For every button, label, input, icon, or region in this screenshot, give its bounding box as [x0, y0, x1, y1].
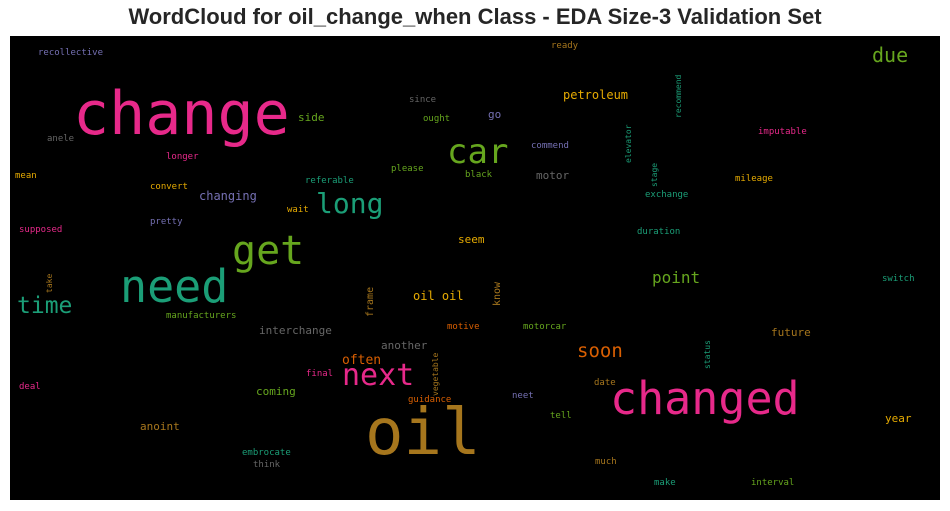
word-status: status: [703, 340, 712, 369]
word-tell: tell: [550, 411, 572, 421]
word-much: much: [595, 457, 617, 467]
word-oil-oil: oil oil: [413, 289, 464, 303]
word-often: often: [342, 353, 382, 368]
word-petroleum: petroleum: [563, 88, 629, 102]
word-ready: ready: [551, 41, 579, 51]
word-motorcar: motorcar: [523, 322, 567, 332]
word-date: date: [594, 378, 616, 388]
word-supposed: supposed: [19, 225, 63, 235]
word-get: get: [232, 228, 305, 274]
word-motor: motor: [536, 169, 570, 182]
word-year: year: [885, 412, 912, 425]
word-please: please: [391, 164, 424, 174]
word-oil: oil: [365, 396, 481, 470]
word-neet: neet: [512, 391, 534, 401]
word-manufacturers: manufacturers: [166, 311, 237, 321]
word-interval: interval: [751, 478, 795, 488]
word-mean: mean: [15, 171, 37, 181]
word-deal: deal: [19, 382, 41, 392]
word-ought: ought: [423, 114, 451, 124]
word-pretty: pretty: [150, 217, 183, 227]
word-duration: duration: [637, 227, 681, 237]
word-recommend: recommend: [674, 74, 683, 118]
word-change: change: [73, 79, 290, 149]
word-convert: convert: [150, 182, 188, 192]
word-exchange: exchange: [645, 190, 689, 200]
word-know: know: [492, 281, 503, 306]
word-need: need: [120, 260, 229, 313]
word-wait: wait: [287, 205, 309, 215]
word-think: think: [253, 460, 281, 470]
word-car: car: [447, 132, 509, 172]
word-anele: anele: [47, 134, 75, 144]
word-since: since: [409, 95, 437, 105]
word-take: take: [45, 273, 54, 293]
word-coming: coming: [256, 385, 296, 398]
word-another: another: [381, 339, 428, 352]
word-due: due: [872, 43, 909, 67]
word-interchange: interchange: [259, 324, 332, 337]
word-switch: switch: [882, 274, 915, 284]
word-changing: changing: [199, 189, 257, 203]
word-side: side: [298, 111, 325, 124]
word-time: time: [17, 293, 73, 319]
chart-title: WordCloud for oil_change_when Class - ED…: [128, 4, 822, 29]
word-seem: seem: [458, 233, 485, 246]
word-mileage: mileage: [735, 174, 773, 184]
wordcloud-canvas: change oil changed need get car next long time du…: [10, 36, 940, 500]
word-next: next: [342, 358, 415, 393]
word-long: long: [316, 187, 384, 220]
word-embrocate: embrocate: [242, 448, 291, 458]
word-go: go: [488, 108, 502, 121]
word-soon: soon: [577, 340, 623, 362]
word-recollective: recollective: [38, 48, 104, 58]
word-imputable: imputable: [758, 127, 807, 137]
word-commend: commend: [531, 141, 569, 151]
word-longer: longer: [166, 152, 199, 162]
word-make: make: [654, 478, 676, 488]
word-guidance: guidance: [408, 395, 452, 405]
word-vegetable: vegetable: [431, 352, 440, 396]
word-changed: changed: [610, 372, 800, 425]
word-referable: referable: [305, 176, 354, 186]
word-black: black: [465, 170, 493, 180]
word-future: future: [771, 326, 811, 339]
word-stage: stage: [650, 162, 659, 187]
word-elevator: elevator: [624, 124, 633, 163]
word-point: point: [652, 268, 701, 287]
word-final: final: [306, 369, 334, 379]
word-motive: motive: [447, 322, 480, 332]
word-anoint: anoint: [140, 420, 180, 433]
word-frame: frame: [365, 286, 376, 317]
